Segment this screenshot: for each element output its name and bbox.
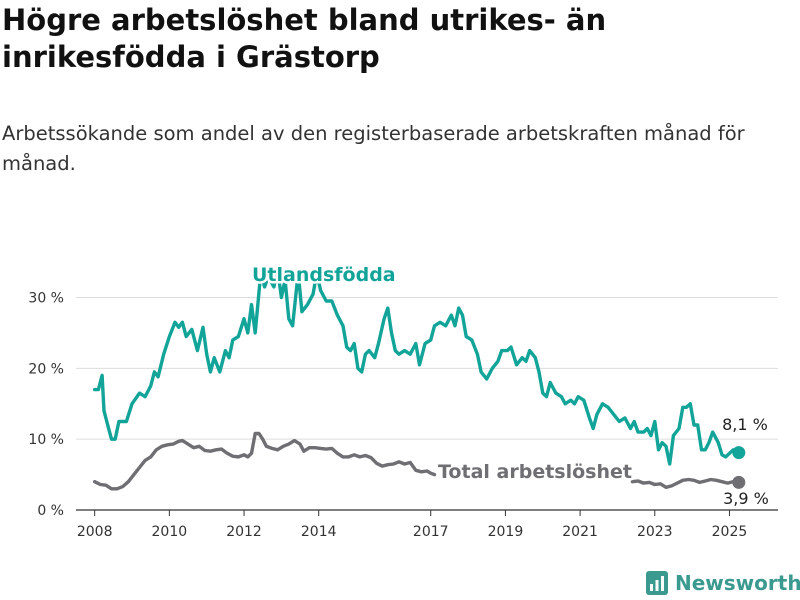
x-tick-label: 2023 bbox=[637, 524, 673, 540]
series bbox=[93, 267, 746, 491]
x-tick-label: 2010 bbox=[152, 524, 188, 540]
x-tick-label: 2008 bbox=[77, 524, 113, 540]
chart-subtitle: Arbetssökande som andel av den registerb… bbox=[2, 122, 745, 175]
x-tick-label: 2012 bbox=[226, 524, 262, 540]
x-tick-label: 2017 bbox=[413, 524, 449, 540]
y-tick-label: 30 % bbox=[28, 291, 64, 307]
series-endpoint-0 bbox=[732, 446, 746, 460]
series-name-label-0: Utlandsfödda bbox=[252, 264, 396, 286]
chart-title: Högre arbetslöshet bland utrikes- än inr… bbox=[2, 3, 607, 74]
series-name-label-1: Total arbetslöshet bbox=[438, 461, 632, 483]
newsworthy-logo-icon bbox=[646, 571, 668, 595]
x-tick-label: 2019 bbox=[488, 524, 524, 540]
axes: 0 % 10 % 20 % 30 % 2008 2010 2012 2014 2017 2019 2… bbox=[28, 291, 778, 540]
y-tick-label: 10 % bbox=[28, 432, 64, 448]
grid-lines bbox=[76, 297, 778, 440]
end-value-label-0: 8,1 % bbox=[722, 415, 768, 434]
x-tick-label: 2025 bbox=[712, 524, 748, 540]
x-tick-label: 2014 bbox=[301, 524, 337, 540]
series-labels: Utlandsfödda Total arbetslöshet 8,1 % 3,9 % bbox=[250, 262, 771, 511]
y-tick-label: 20 % bbox=[28, 361, 64, 377]
series-line-0 bbox=[93, 267, 741, 466]
y-tick-label: 0 % bbox=[37, 503, 64, 519]
series-line-1-end bbox=[630, 477, 741, 489]
brand-logo: Newsworthy bbox=[646, 568, 800, 598]
brand-name: Newsworthy bbox=[675, 571, 800, 595]
series-line-1 bbox=[93, 431, 437, 491]
series-endpoint-1 bbox=[732, 475, 746, 489]
x-tick-label: 2021 bbox=[562, 524, 598, 540]
end-value-label-1: 3,9 % bbox=[723, 489, 769, 508]
